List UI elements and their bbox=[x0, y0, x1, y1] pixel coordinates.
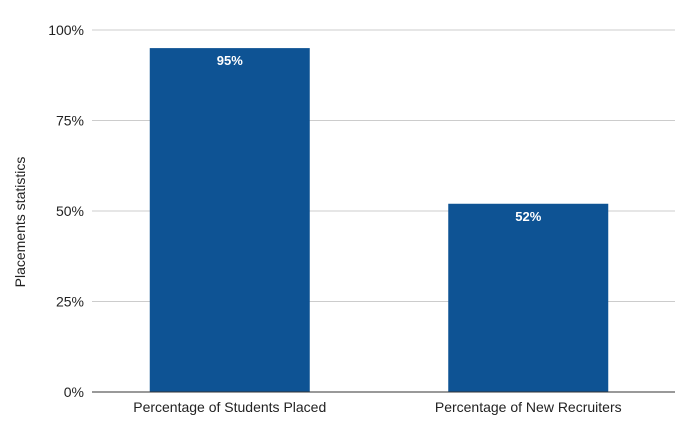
y-tick-label: 50% bbox=[56, 203, 84, 219]
y-tick-labels: 0% 25% 50% 75% 100% bbox=[48, 22, 84, 400]
y-tick-label: 75% bbox=[56, 113, 84, 129]
bars: 95% 52% bbox=[149, 48, 609, 392]
y-tick-label: 0% bbox=[64, 384, 84, 400]
x-category-label: Percentage of Students Placed bbox=[133, 399, 326, 415]
bar-data-label: 95% bbox=[217, 53, 243, 68]
y-tick-label: 25% bbox=[56, 294, 84, 310]
x-category-label: Percentage of New Recruiters bbox=[435, 399, 622, 415]
bar bbox=[149, 48, 310, 392]
bar bbox=[448, 203, 609, 392]
bar-data-label: 52% bbox=[515, 209, 541, 224]
x-category-labels: Percentage of Students Placed Percentage … bbox=[133, 399, 621, 415]
y-tick-label: 100% bbox=[48, 22, 84, 38]
y-axis-title: Placements statistics bbox=[12, 157, 28, 288]
